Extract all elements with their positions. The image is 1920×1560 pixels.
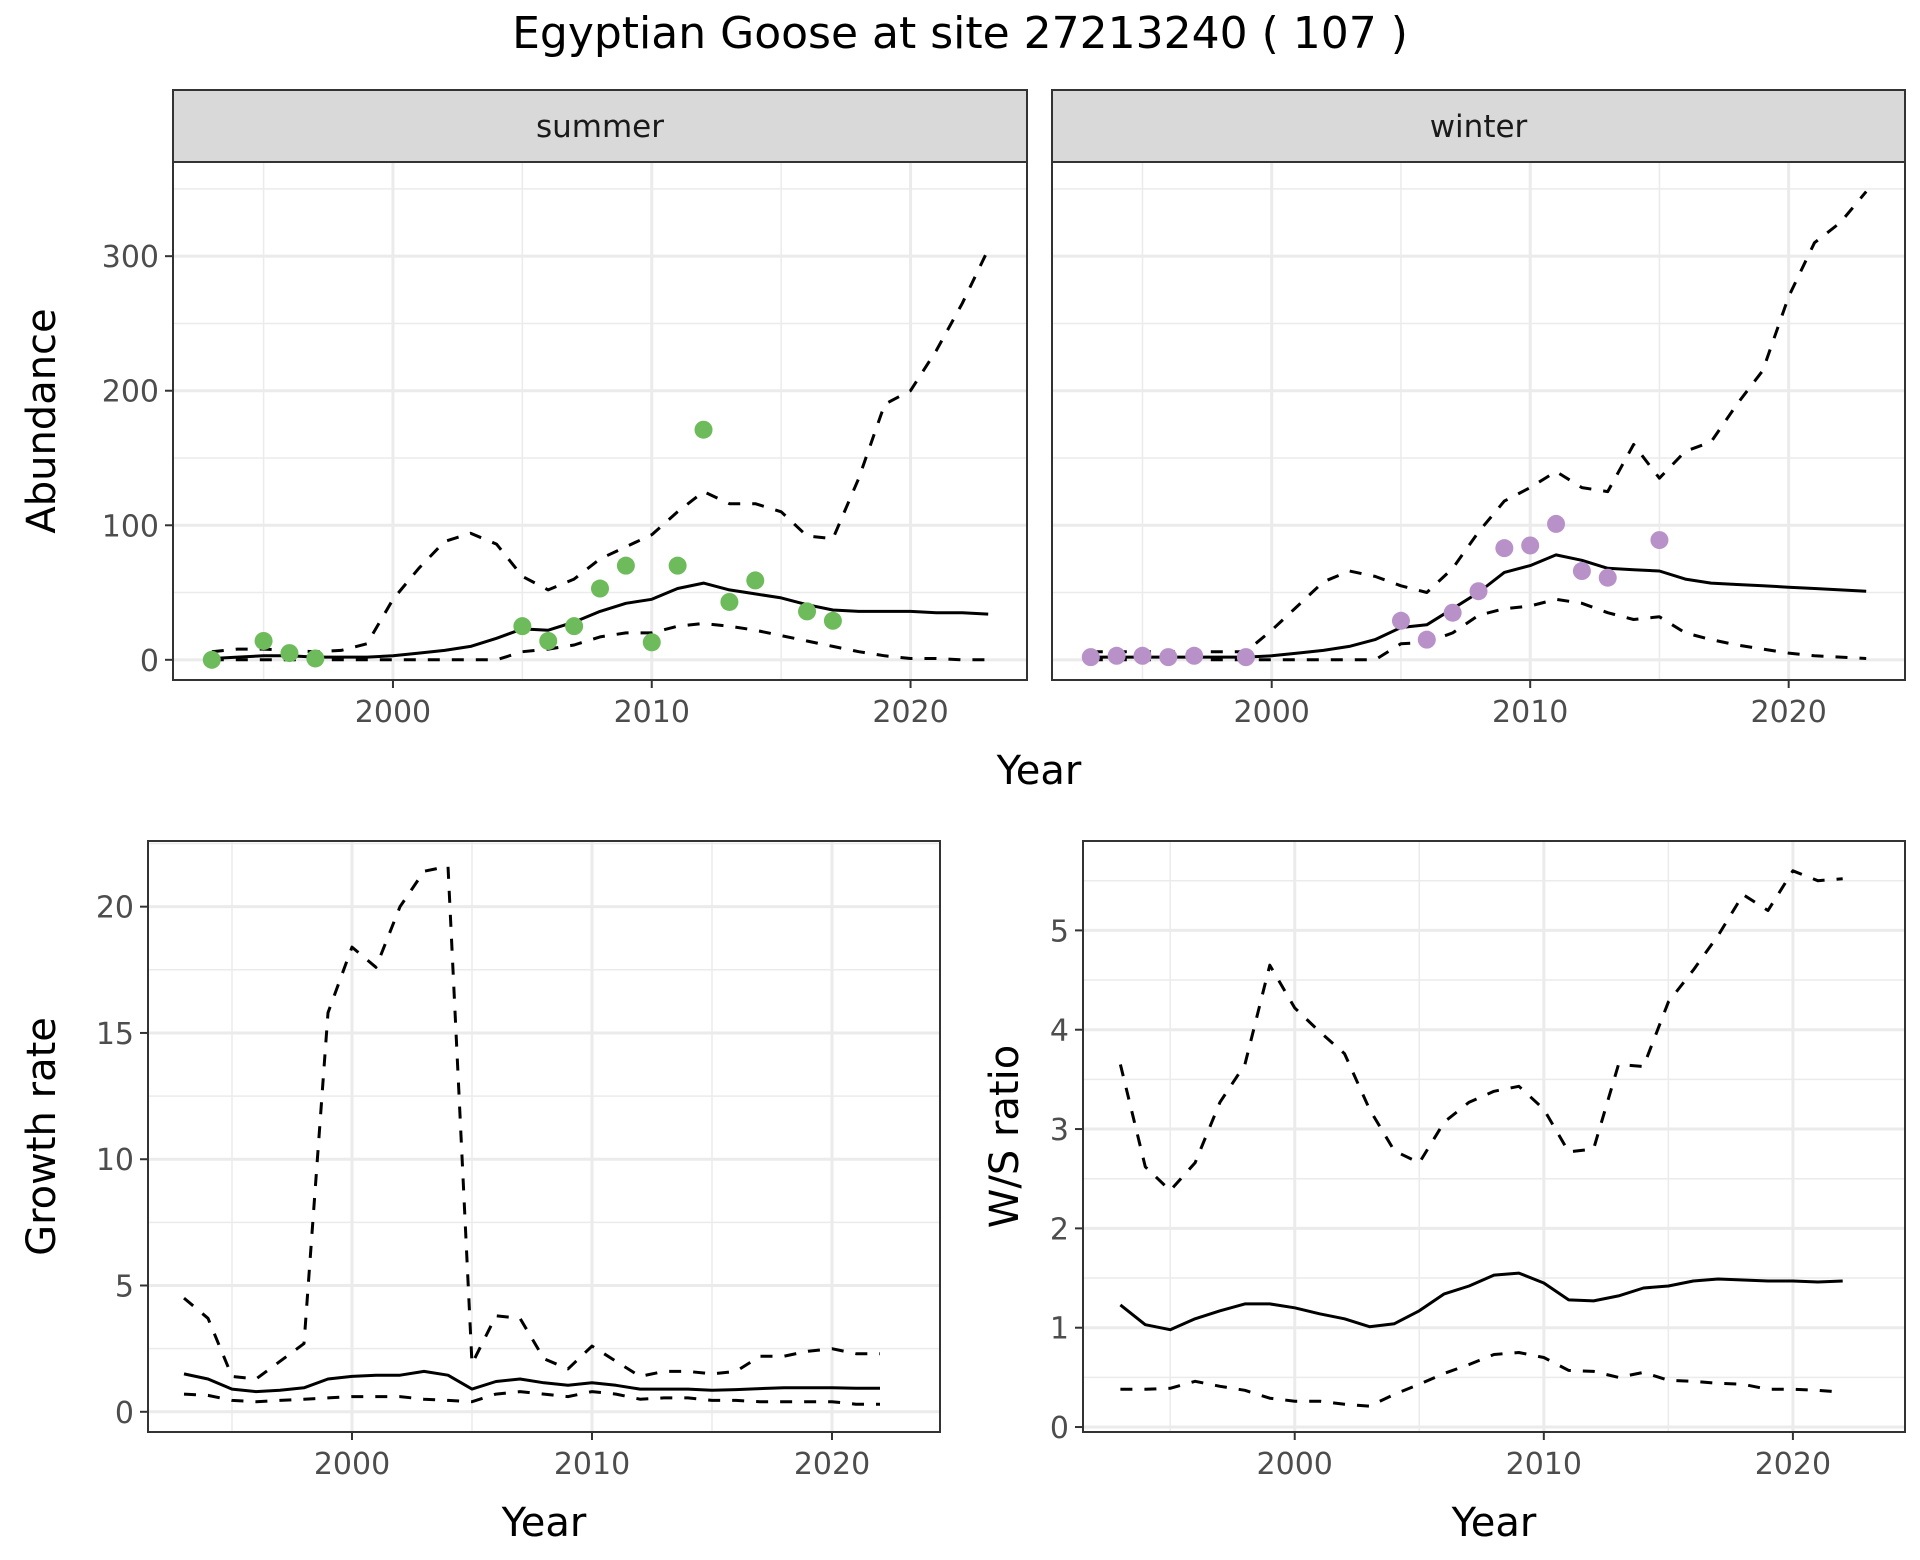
plot-background (1083, 841, 1905, 1432)
x-tick-label: 2010 (614, 695, 690, 730)
data-point (1443, 603, 1462, 622)
y-tick-label: 5 (1050, 914, 1069, 949)
data-point (1650, 531, 1669, 550)
data-point (202, 650, 221, 669)
x-tick-label: 2000 (314, 1447, 390, 1482)
y-tick-label: 10 (96, 1143, 134, 1178)
panel-growth-rate: 2000 2010 2020 0 5 10 15 20 Growth rate Year (19, 840, 941, 1546)
panel-ws-ratio: 2000 2010 2020 0 1 2 3 4 5 W/S ratio Year (982, 840, 1906, 1546)
series-line-upper (1118, 869, 1843, 1193)
y-tick-label: 0 (140, 644, 159, 679)
data-point (1417, 630, 1436, 649)
data-point (280, 644, 299, 663)
data-point (1495, 539, 1514, 558)
y-tick-label: 200 (102, 375, 159, 410)
series-line-estimate (211, 581, 989, 660)
data-point (1547, 514, 1566, 533)
x-axis-label: Year (501, 1500, 587, 1546)
y-tick-label: 1 (1050, 1312, 1069, 1347)
plot-background (173, 162, 1027, 680)
y-tick-label: 5 (115, 1270, 134, 1305)
y-tick-label: 100 (102, 509, 159, 544)
y-tick-label: 20 (96, 891, 134, 926)
facet-strip (172, 89, 1028, 163)
panel-summer: summer 2000 2010 2020 0 100 200 300 Abundance (19, 89, 1028, 730)
data-point (539, 631, 558, 650)
y-axis-label: Abundance (19, 308, 65, 533)
x-tick-label: 2010 (1506, 1447, 1582, 1482)
panel-border (147, 840, 941, 1433)
series-line-lower (1120, 1351, 1843, 1408)
series-line-upper (211, 248, 990, 654)
x-tick-label: 2020 (872, 695, 948, 730)
x-tick-label: 2000 (1257, 1447, 1333, 1482)
data-point (1081, 648, 1100, 667)
series-line-lower (183, 1390, 880, 1406)
data-point (306, 649, 325, 668)
x-tick-label: 2010 (554, 1447, 630, 1482)
y-tick-label: 15 (96, 1017, 134, 1052)
data-point (642, 633, 661, 652)
data-point (823, 611, 842, 630)
plot-background (148, 841, 940, 1432)
data-point (591, 579, 609, 598)
x-axis-label-top: Year (996, 748, 1082, 794)
data-point (694, 420, 713, 439)
chart-title: Egyptian Goose at site 27213240 ( 107 ) (512, 8, 1408, 59)
y-tick-label: 300 (102, 240, 159, 275)
series-line-lower (211, 622, 989, 662)
data-point (1236, 648, 1255, 667)
data-point (1598, 568, 1617, 587)
data-point (1521, 536, 1540, 555)
series-line-upper (183, 864, 880, 1381)
facet-strip-label: winter (1430, 109, 1528, 145)
y-tick-label: 3 (1050, 1113, 1069, 1148)
data-point (513, 617, 532, 636)
data-point (746, 571, 765, 590)
data-point (1391, 611, 1410, 630)
series-line-lower (1090, 597, 1867, 662)
plot-background (1052, 162, 1905, 680)
x-tick-label: 2000 (355, 695, 431, 730)
data-point (616, 556, 635, 575)
y-tick-label: 0 (115, 1396, 134, 1431)
data-point (1107, 646, 1126, 665)
data-point (1469, 582, 1488, 601)
data-point (565, 617, 584, 636)
data-point (1159, 648, 1178, 667)
x-tick-label: 2020 (1755, 1447, 1831, 1482)
series-line-estimate (183, 1369, 880, 1394)
y-axis-label: W/S ratio (982, 1045, 1028, 1228)
data-point (798, 602, 817, 621)
facet-strip (1051, 89, 1906, 163)
x-tick-label: 2000 (1234, 695, 1310, 730)
data-point (254, 631, 273, 650)
y-tick-label: 4 (1050, 1014, 1069, 1049)
data-point (1572, 562, 1591, 581)
series-line-estimate (1119, 1271, 1843, 1332)
data-point (668, 556, 687, 575)
y-tick-label: 0 (1050, 1411, 1069, 1446)
x-axis-label: Year (1451, 1500, 1537, 1546)
y-axis-label: Growth rate (19, 1017, 65, 1256)
series-line-upper (1090, 190, 1868, 654)
x-tick-label: 2020 (794, 1447, 870, 1482)
x-tick-label: 2010 (1492, 695, 1568, 730)
data-point (720, 592, 739, 611)
panel-winter: winter 2000 2010 2020 (1051, 89, 1906, 730)
facet-strip-label: summer (536, 109, 664, 145)
data-point (1185, 646, 1204, 665)
y-tick-label: 2 (1050, 1212, 1069, 1247)
panel-border (1082, 840, 1906, 1433)
data-point (1133, 646, 1152, 665)
x-tick-label: 2020 (1751, 695, 1827, 730)
